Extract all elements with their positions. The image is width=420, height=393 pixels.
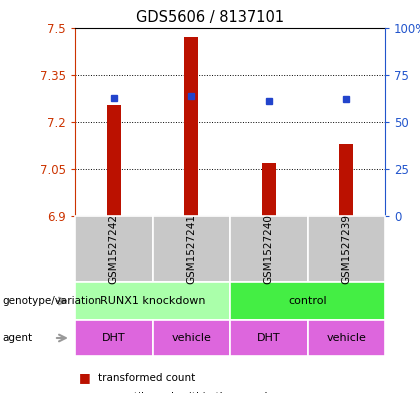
Text: GSM1527239: GSM1527239 [341, 214, 351, 284]
Bar [262, 163, 276, 216]
Bar [339, 144, 353, 216]
Text: GSM1527240: GSM1527240 [264, 214, 274, 284]
Text: ■: ■ [79, 371, 91, 384]
Text: DHT: DHT [257, 333, 281, 343]
Bar [184, 37, 198, 216]
Text: control: control [288, 296, 327, 306]
Text: transformed count: transformed count [98, 373, 195, 383]
Text: GDS5606 / 8137101: GDS5606 / 8137101 [136, 10, 284, 25]
Text: percentile rank within the sample: percentile rank within the sample [98, 392, 274, 393]
Text: GSM1527242: GSM1527242 [109, 214, 119, 284]
Text: agent: agent [2, 333, 32, 343]
Text: vehicle: vehicle [326, 333, 366, 343]
Text: genotype/variation: genotype/variation [2, 296, 101, 306]
Text: ■: ■ [79, 391, 91, 393]
Text: GSM1527241: GSM1527241 [186, 214, 196, 284]
Text: RUNX1 knockdown: RUNX1 knockdown [100, 296, 205, 306]
Text: vehicle: vehicle [171, 333, 211, 343]
Text: DHT: DHT [102, 333, 126, 343]
Bar [107, 105, 121, 216]
